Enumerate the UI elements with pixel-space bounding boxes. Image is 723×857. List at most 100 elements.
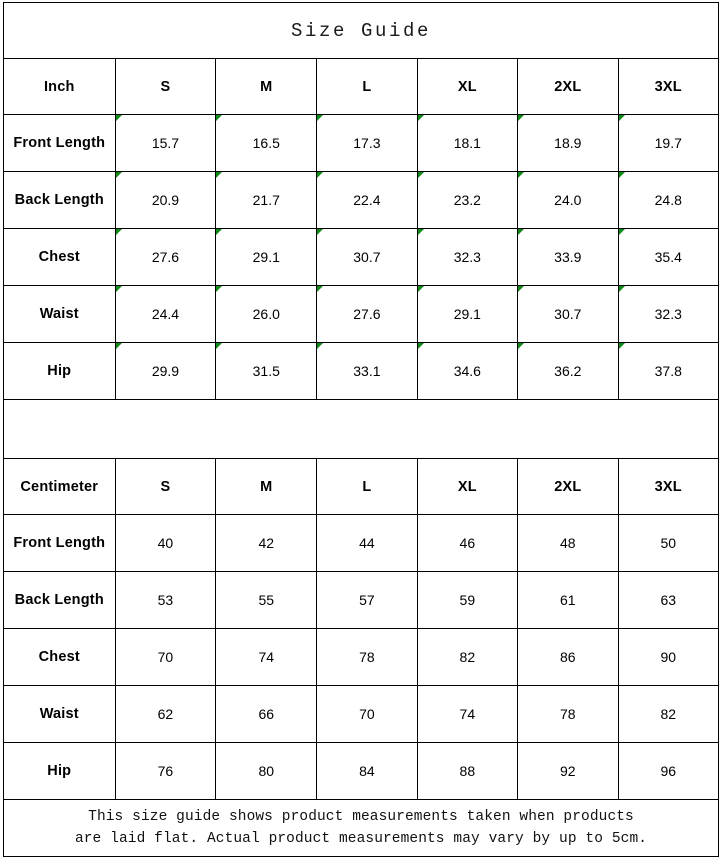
inch-cell-waist-3xl: 32.3 bbox=[617, 285, 720, 343]
inch-cell-front-length-3xl: 19.7 bbox=[617, 114, 720, 172]
cm-size-header-l: L bbox=[316, 458, 418, 515]
cm-cell-back-length-s: 53 bbox=[114, 571, 217, 629]
inch-row-label-hip: Hip bbox=[3, 342, 116, 400]
cm-cell-hip-s: 76 bbox=[114, 742, 217, 800]
inch-size-header-s: S bbox=[114, 58, 217, 115]
inch-cell-chest-m: 29.1 bbox=[215, 228, 318, 286]
cm-size-header-s: S bbox=[114, 458, 217, 515]
cm-cell-hip-l: 84 bbox=[316, 742, 418, 800]
title-row: Size Guide bbox=[3, 2, 719, 59]
cm-row-label-chest: Chest bbox=[3, 628, 116, 686]
inch-cell-chest-l: 30.7 bbox=[316, 228, 418, 286]
inch-cell-hip-2xl: 36.2 bbox=[517, 342, 619, 400]
cm-size-header-xl: XL bbox=[416, 458, 519, 515]
footer-note: This size guide shows product measuremen… bbox=[3, 799, 719, 857]
inch-cell-chest-xl: 32.3 bbox=[416, 228, 519, 286]
cm-cell-back-length-xl: 59 bbox=[416, 571, 519, 629]
inch-cell-back-length-s: 20.9 bbox=[114, 171, 217, 229]
inch-cell-back-length-2xl: 24.0 bbox=[517, 171, 619, 229]
cm-cell-front-length-2xl: 48 bbox=[517, 514, 619, 572]
cm-cell-hip-m: 80 bbox=[215, 742, 318, 800]
cm-row-label-hip: Hip bbox=[3, 742, 116, 800]
cm-cell-back-length-l: 57 bbox=[316, 571, 418, 629]
cm-cell-hip-3xl: 96 bbox=[617, 742, 720, 800]
inch-size-header-l: L bbox=[316, 58, 418, 115]
inch-row-label-back-length: Back Length bbox=[3, 171, 116, 229]
inch-cell-waist-xl: 29.1 bbox=[416, 285, 519, 343]
inch-size-header-m: M bbox=[215, 58, 318, 115]
cm-cell-chest-l: 78 bbox=[316, 628, 418, 686]
cm-size-header-3xl: 3XL bbox=[617, 458, 720, 515]
inch-cell-front-length-l: 17.3 bbox=[316, 114, 418, 172]
inch-cell-back-length-xl: 23.2 bbox=[416, 171, 519, 229]
spacer-cell bbox=[3, 399, 719, 459]
cm-cell-waist-s: 62 bbox=[114, 685, 217, 743]
cm-header-row: Centimeter S M L XL 2XL 3XL bbox=[3, 458, 720, 515]
cm-cell-front-length-m: 42 bbox=[215, 514, 318, 572]
inch-cell-hip-l: 33.1 bbox=[316, 342, 418, 400]
inch-cell-chest-s: 27.6 bbox=[114, 228, 217, 286]
table-row: Back Length 53 55 57 59 61 63 bbox=[3, 571, 720, 629]
cm-cell-chest-m: 74 bbox=[215, 628, 318, 686]
inch-cell-hip-3xl: 37.8 bbox=[617, 342, 720, 400]
size-guide-body: Size Guide Inch S M L XL 2XL 3XL Front L… bbox=[3, 2, 720, 857]
inch-header-row: Inch S M L XL 2XL 3XL bbox=[3, 58, 720, 115]
cm-cell-chest-2xl: 86 bbox=[517, 628, 619, 686]
cm-size-header-2xl: 2XL bbox=[517, 458, 619, 515]
cm-cell-waist-2xl: 78 bbox=[517, 685, 619, 743]
inch-cell-chest-2xl: 33.9 bbox=[517, 228, 619, 286]
inch-size-header-xl: XL bbox=[416, 58, 519, 115]
table-row: Waist 24.4 26.0 27.6 29.1 30.7 32.3 bbox=[3, 285, 720, 343]
footer-note-line-1: This size guide shows product measuremen… bbox=[88, 808, 634, 825]
table-spacer-row bbox=[3, 399, 719, 459]
inch-cell-front-length-m: 16.5 bbox=[215, 114, 318, 172]
inch-cell-front-length-s: 15.7 bbox=[114, 114, 217, 172]
inch-cell-front-length-2xl: 18.9 bbox=[517, 114, 619, 172]
inch-cell-waist-s: 24.4 bbox=[114, 285, 217, 343]
cm-cell-waist-xl: 74 bbox=[416, 685, 519, 743]
table-row: Chest 27.6 29.1 30.7 32.3 33.9 35.4 bbox=[3, 228, 720, 286]
cm-cell-waist-3xl: 82 bbox=[617, 685, 720, 743]
inch-cell-front-length-xl: 18.1 bbox=[416, 114, 519, 172]
cm-cell-waist-l: 70 bbox=[316, 685, 418, 743]
cm-unit-label: Centimeter bbox=[3, 458, 116, 515]
cm-cell-back-length-2xl: 61 bbox=[517, 571, 619, 629]
table-row: Front Length 40 42 44 46 48 50 bbox=[3, 514, 720, 572]
inch-cell-waist-l: 27.6 bbox=[316, 285, 418, 343]
inch-row-label-front-length: Front Length bbox=[3, 114, 116, 172]
inch-cell-hip-s: 29.9 bbox=[114, 342, 217, 400]
inch-size-header-2xl: 2XL bbox=[517, 58, 619, 115]
page-title: Size Guide bbox=[3, 2, 719, 59]
cm-row-label-back-length: Back Length bbox=[3, 571, 116, 629]
inch-unit-label: Inch bbox=[3, 58, 116, 115]
footer-note-row: This size guide shows product measuremen… bbox=[3, 799, 719, 857]
table-row: Hip 76 80 84 88 92 96 bbox=[3, 742, 720, 800]
inch-size-header-3xl: 3XL bbox=[617, 58, 720, 115]
inch-cell-hip-m: 31.5 bbox=[215, 342, 318, 400]
cm-cell-front-length-3xl: 50 bbox=[617, 514, 720, 572]
inch-cell-back-length-m: 21.7 bbox=[215, 171, 318, 229]
table-row: Chest 70 74 78 82 86 90 bbox=[3, 628, 720, 686]
inch-cell-back-length-3xl: 24.8 bbox=[617, 171, 720, 229]
cm-size-header-m: M bbox=[215, 458, 318, 515]
cm-cell-waist-m: 66 bbox=[215, 685, 318, 743]
table-row: Hip 29.9 31.5 33.1 34.6 36.2 37.8 bbox=[3, 342, 720, 400]
inch-cell-chest-3xl: 35.4 bbox=[617, 228, 720, 286]
table-row: Front Length 15.7 16.5 17.3 18.1 18.9 19… bbox=[3, 114, 720, 172]
table-row: Back Length 20.9 21.7 22.4 23.2 24.0 24.… bbox=[3, 171, 720, 229]
size-guide-table: Size Guide Inch S M L XL 2XL 3XL Front L… bbox=[3, 2, 720, 857]
cm-cell-front-length-xl: 46 bbox=[416, 514, 519, 572]
cm-cell-back-length-m: 55 bbox=[215, 571, 318, 629]
cm-cell-chest-xl: 82 bbox=[416, 628, 519, 686]
inch-cell-waist-m: 26.0 bbox=[215, 285, 318, 343]
cm-cell-front-length-l: 44 bbox=[316, 514, 418, 572]
cm-cell-chest-s: 70 bbox=[114, 628, 217, 686]
cm-cell-hip-xl: 88 bbox=[416, 742, 519, 800]
inch-row-label-waist: Waist bbox=[3, 285, 116, 343]
inch-cell-waist-2xl: 30.7 bbox=[517, 285, 619, 343]
cm-cell-front-length-s: 40 bbox=[114, 514, 217, 572]
inch-row-label-chest: Chest bbox=[3, 228, 116, 286]
footer-note-line-2: are laid flat. Actual product measuremen… bbox=[74, 831, 648, 847]
table-row: Waist 62 66 70 74 78 82 bbox=[3, 685, 720, 743]
